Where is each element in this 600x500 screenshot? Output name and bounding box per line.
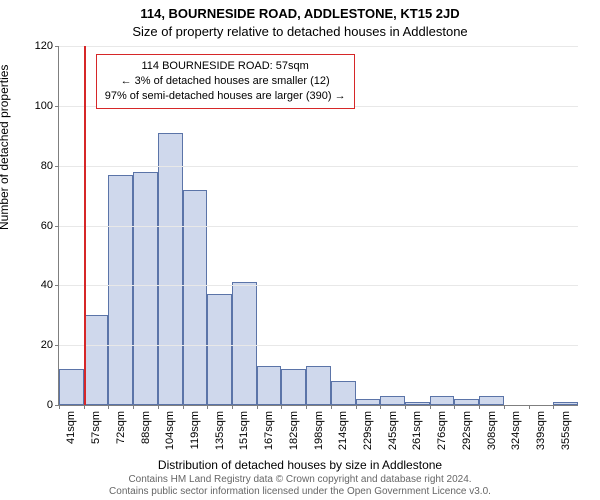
- xtick-mark: [529, 405, 530, 409]
- xtick-mark: [331, 405, 332, 409]
- histogram-bar: [207, 294, 232, 405]
- xtick-mark: [504, 405, 505, 409]
- histogram-bar: [108, 175, 133, 405]
- chart-subtitle: Size of property relative to detached ho…: [0, 24, 600, 39]
- xtick-mark: [454, 405, 455, 409]
- xtick-label: 308sqm: [486, 411, 498, 450]
- histogram-bar: [430, 396, 455, 405]
- xtick-label: 276sqm: [436, 411, 448, 450]
- histogram-bar: [380, 396, 405, 405]
- histogram-bar: [405, 402, 430, 405]
- gridline: [59, 226, 578, 227]
- xtick-label: 245sqm: [387, 411, 399, 450]
- histogram-bar: [479, 396, 504, 405]
- histogram-bar: [553, 402, 578, 405]
- ytick-mark: [55, 285, 59, 286]
- xtick-label: 104sqm: [164, 411, 176, 450]
- ytick-label: 60: [41, 220, 53, 232]
- ytick-mark: [55, 46, 59, 47]
- xtick-label: 339sqm: [535, 411, 547, 450]
- histogram-bar: [331, 381, 356, 405]
- xtick-label: 88sqm: [140, 411, 152, 444]
- xtick-mark: [281, 405, 282, 409]
- ytick-mark: [55, 226, 59, 227]
- xtick-mark: [306, 405, 307, 409]
- histogram-bar: [133, 172, 158, 405]
- xtick-mark: [430, 405, 431, 409]
- histogram-bar: [183, 190, 208, 405]
- info-box: 114 BOURNESIDE ROAD: 57sqm← 3% of detach…: [96, 54, 355, 109]
- histogram-bar: [84, 315, 109, 405]
- ytick-label: 100: [35, 100, 53, 112]
- xtick-mark: [380, 405, 381, 409]
- xtick-label: 119sqm: [189, 411, 201, 449]
- gridline: [59, 166, 578, 167]
- xtick-label: 261sqm: [411, 411, 423, 450]
- info-box-line: ← 3% of detached houses are smaller (12): [105, 74, 346, 89]
- xtick-mark: [405, 405, 406, 409]
- chart-title-address: 114, BOURNESIDE ROAD, ADDLESTONE, KT15 2…: [0, 6, 600, 21]
- reference-line: [84, 46, 86, 405]
- xtick-mark: [59, 405, 60, 409]
- x-axis-label: Distribution of detached houses by size …: [0, 458, 600, 472]
- xtick-label: 182sqm: [288, 411, 300, 450]
- xtick-label: 355sqm: [560, 411, 572, 450]
- gridline: [59, 285, 578, 286]
- xtick-label: 292sqm: [461, 411, 473, 450]
- xtick-mark: [84, 405, 85, 409]
- footer-line-2: Contains public sector information licen…: [0, 486, 600, 498]
- xtick-mark: [356, 405, 357, 409]
- xtick-label: 229sqm: [362, 411, 374, 450]
- footer-line-1: Contains HM Land Registry data © Crown c…: [0, 474, 600, 486]
- histogram-bar: [454, 399, 479, 405]
- xtick-mark: [158, 405, 159, 409]
- histogram-bar: [281, 369, 306, 405]
- histogram-bar: [306, 366, 331, 405]
- ytick-label: 80: [41, 160, 53, 172]
- xtick-mark: [183, 405, 184, 409]
- xtick-label: 324sqm: [510, 411, 522, 450]
- xtick-label: 135sqm: [214, 411, 226, 450]
- ytick-label: 0: [47, 399, 53, 411]
- ytick-label: 20: [41, 339, 53, 351]
- xtick-label: 72sqm: [115, 411, 127, 444]
- xtick-label: 41sqm: [65, 411, 77, 444]
- chart-container: 114, BOURNESIDE ROAD, ADDLESTONE, KT15 2…: [0, 0, 600, 500]
- histogram-bar: [158, 133, 183, 405]
- gridline: [59, 345, 578, 346]
- xtick-mark: [232, 405, 233, 409]
- plot-area: 02040608010012041sqm57sqm72sqm88sqm104sq…: [58, 46, 578, 406]
- footer-attribution: Contains HM Land Registry data © Crown c…: [0, 474, 600, 498]
- y-axis-label: Number of detached properties: [0, 65, 11, 230]
- histogram-bar: [59, 369, 84, 405]
- xtick-label: 214sqm: [337, 411, 349, 450]
- histogram-bar: [356, 399, 381, 405]
- info-box-line: 97% of semi-detached houses are larger (…: [105, 89, 346, 104]
- ytick-mark: [55, 345, 59, 346]
- xtick-label: 151sqm: [238, 411, 250, 450]
- histogram-bar: [257, 366, 282, 405]
- xtick-label: 198sqm: [313, 411, 325, 450]
- ytick-mark: [55, 166, 59, 167]
- ytick-label: 40: [41, 279, 53, 291]
- xtick-mark: [133, 405, 134, 409]
- info-box-line: 114 BOURNESIDE ROAD: 57sqm: [105, 59, 346, 74]
- xtick-mark: [553, 405, 554, 409]
- xtick-mark: [257, 405, 258, 409]
- ytick-label: 120: [35, 40, 53, 52]
- histogram-bar: [232, 282, 257, 405]
- gridline: [59, 46, 578, 47]
- xtick-label: 167sqm: [263, 411, 275, 450]
- xtick-label: 57sqm: [90, 411, 102, 444]
- xtick-mark: [108, 405, 109, 409]
- ytick-mark: [55, 106, 59, 107]
- xtick-mark: [479, 405, 480, 409]
- xtick-mark: [207, 405, 208, 409]
